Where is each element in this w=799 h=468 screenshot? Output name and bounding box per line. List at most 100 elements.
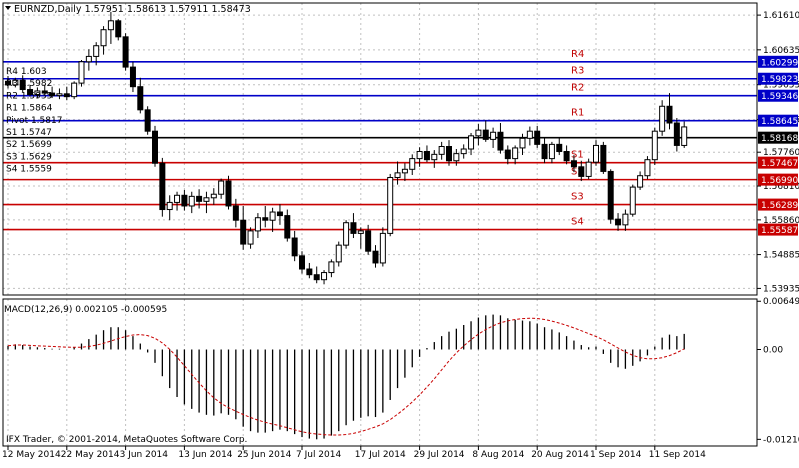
candle-body — [438, 146, 445, 155]
candle[interactable] — [85, 49, 92, 71]
candle[interactable] — [504, 145, 511, 165]
candle[interactable] — [240, 205, 247, 250]
candle[interactable] — [19, 75, 26, 93]
candle[interactable] — [129, 61, 136, 93]
candle[interactable] — [49, 86, 56, 99]
candle[interactable] — [622, 209, 629, 231]
candle[interactable] — [262, 205, 269, 228]
candle[interactable] — [218, 178, 225, 199]
candle[interactable] — [585, 158, 592, 180]
candle[interactable] — [122, 33, 129, 71]
candle[interactable] — [107, 11, 114, 44]
candle[interactable] — [570, 155, 577, 173]
candle[interactable] — [78, 59, 85, 87]
candle[interactable] — [460, 144, 467, 159]
candle[interactable] — [372, 245, 379, 268]
candle[interactable] — [299, 251, 305, 274]
candle[interactable] — [615, 213, 622, 231]
candle[interactable] — [284, 209, 291, 242]
candle[interactable] — [673, 118, 680, 152]
candle[interactable] — [174, 191, 181, 211]
candle[interactable] — [593, 140, 599, 166]
candle[interactable] — [534, 125, 541, 148]
candle[interactable] — [666, 93, 673, 130]
candle[interactable] — [607, 169, 614, 224]
candle[interactable] — [41, 84, 48, 95]
candlestick-series[interactable] — [5, 11, 688, 285]
candle[interactable] — [512, 145, 519, 165]
candle[interactable] — [519, 133, 526, 156]
candle[interactable] — [468, 132, 475, 156]
candle[interactable] — [343, 220, 350, 249]
candle[interactable] — [438, 141, 445, 160]
candle[interactable] — [247, 227, 254, 249]
candle[interactable] — [210, 188, 217, 205]
candle[interactable] — [563, 145, 570, 165]
candle[interactable] — [313, 266, 320, 284]
candle[interactable] — [188, 191, 195, 214]
candle[interactable] — [629, 184, 636, 217]
candle[interactable] — [276, 204, 283, 225]
candle[interactable] — [152, 125, 158, 167]
candle[interactable] — [482, 120, 489, 142]
candle[interactable] — [416, 147, 423, 167]
candle[interactable] — [637, 171, 644, 190]
candle[interactable] — [12, 77, 19, 88]
candle[interactable] — [56, 88, 63, 100]
candle-body — [5, 80, 11, 86]
candle[interactable] — [27, 84, 34, 97]
candle[interactable] — [681, 121, 688, 148]
candle[interactable] — [166, 195, 173, 221]
candle[interactable] — [600, 141, 607, 174]
candle[interactable] — [63, 86, 70, 101]
candle[interactable] — [196, 189, 203, 209]
candle[interactable] — [409, 154, 416, 175]
candle[interactable] — [475, 124, 482, 146]
candle[interactable] — [144, 106, 151, 135]
candle[interactable] — [225, 175, 232, 210]
candle[interactable] — [453, 149, 460, 166]
candle[interactable] — [423, 145, 430, 163]
candle[interactable] — [93, 42, 100, 66]
candle[interactable] — [115, 19, 122, 41]
candle[interactable] — [644, 156, 651, 180]
candle[interactable] — [357, 227, 364, 249]
candle[interactable] — [203, 191, 210, 214]
candle[interactable] — [291, 230, 298, 262]
candle[interactable] — [431, 150, 438, 168]
candle[interactable] — [490, 127, 497, 148]
price-tag-text: 1.59823 — [761, 75, 798, 85]
candle[interactable] — [401, 163, 408, 182]
candle[interactable] — [232, 198, 239, 228]
candle[interactable] — [100, 26, 107, 55]
candle[interactable] — [387, 173, 394, 237]
candle[interactable] — [651, 127, 658, 166]
candle[interactable] — [71, 81, 78, 100]
macd-indicator[interactable] — [7, 314, 685, 440]
candle[interactable] — [548, 141, 555, 164]
candle[interactable] — [159, 157, 166, 217]
candle[interactable] — [328, 259, 335, 278]
candle[interactable] — [365, 224, 372, 255]
candle[interactable] — [269, 207, 276, 232]
candle[interactable] — [379, 227, 386, 267]
candle[interactable] — [321, 270, 328, 285]
candle[interactable] — [5, 76, 11, 89]
candle[interactable] — [578, 160, 585, 182]
candle[interactable] — [497, 123, 504, 154]
candle[interactable] — [541, 138, 548, 164]
candle[interactable] — [526, 126, 533, 146]
y-tick-label: 1.59655 — [763, 81, 799, 91]
candle[interactable] — [394, 161, 401, 185]
candle[interactable] — [350, 213, 357, 239]
candle[interactable] — [335, 241, 342, 267]
candle[interactable] — [556, 137, 563, 156]
candle[interactable] — [659, 100, 666, 136]
triangle-down-icon[interactable] — [5, 6, 11, 10]
candle[interactable] — [137, 77, 144, 114]
candle[interactable] — [181, 189, 188, 211]
candle[interactable] — [254, 213, 261, 239]
candle[interactable] — [34, 87, 41, 99]
candle[interactable] — [446, 140, 452, 166]
candle[interactable] — [306, 262, 313, 279]
